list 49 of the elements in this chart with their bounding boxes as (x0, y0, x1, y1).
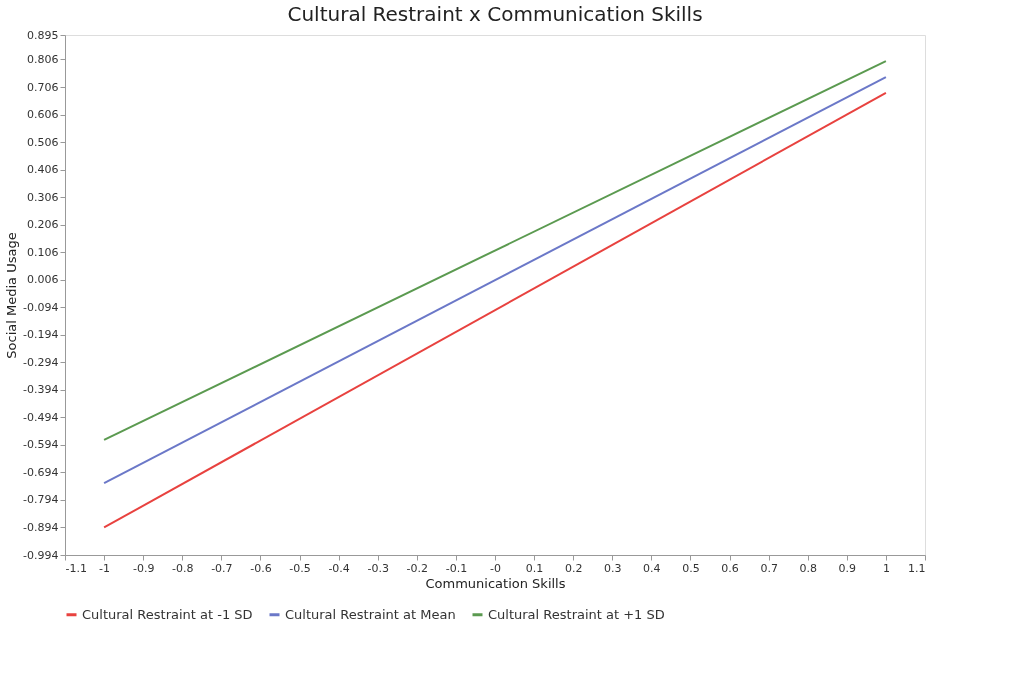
y-tick-label: -0.894 (23, 520, 59, 534)
x-tick-label: -0 (490, 561, 501, 575)
x-tick-label: 0.7 (760, 561, 778, 575)
y-tick-label: 0.106 (27, 245, 59, 259)
x-tick-label: -1.1 (65, 561, 87, 575)
x-tick-label: -0.2 (406, 561, 429, 575)
x-tick-label: -0.7 (211, 561, 233, 575)
x-tick-label: 0.1 (525, 561, 544, 575)
y-tick-label: -0.194 (23, 328, 59, 342)
y-tick-label: -0.494 (23, 410, 59, 424)
x-tick-label: 0.2 (564, 561, 583, 575)
x-tick-label: 0.5 (682, 561, 700, 575)
y-tick-label: 0.306 (27, 190, 59, 204)
x-tick-label: 0.8 (799, 561, 817, 575)
y-tick-label: -0.594 (23, 438, 59, 452)
x-tick-label: -0.9 (132, 561, 155, 575)
y-axis-title: Social Media Usage (4, 232, 20, 359)
x-tick-label: -0.4 (328, 561, 350, 575)
y-tick-label: 0.806 (27, 53, 59, 66)
x-tick-label: 0.9 (838, 561, 857, 575)
x-axis-title: Communication Skills (425, 575, 566, 591)
y-tick-label: 0.006 (27, 273, 59, 287)
x-tick-label: 0.4 (643, 561, 661, 575)
x-tick-label: 0.6 (721, 561, 739, 575)
y-tick-label: -0.394 (23, 383, 59, 397)
y-tick-label: 0.206 (27, 218, 59, 232)
x-tick-label: -1 (99, 561, 111, 575)
y-tick-label: 0.706 (27, 80, 59, 94)
y-tick-label: 0.506 (27, 135, 59, 149)
x-tick-label: -0.3 (367, 561, 389, 575)
y-tick-label: 0.606 (27, 108, 59, 122)
y-tick-label: 0.406 (27, 163, 59, 177)
y-tick-label: 0.895 (27, 28, 59, 42)
y-tick-label: -0.094 (23, 300, 59, 314)
x-tick-label: -0.8 (172, 561, 194, 575)
chart-title: Cultural Restraint x Communication Skills (287, 2, 703, 26)
x-tick-label: 1 (882, 561, 890, 575)
x-tick-label: 0.3 (604, 561, 622, 575)
x-tick-label: -0.1 (445, 561, 468, 575)
y-tick-label: -0.694 (23, 465, 59, 479)
x-tick-label: 1.1 (908, 561, 926, 575)
legend-label: Cultural Restraint at Mean (285, 606, 456, 622)
legend-label: Cultural Restraint at -1 SD (82, 606, 253, 622)
x-tick-label: -0.5 (289, 561, 311, 575)
legend-label: Cultural Restraint at +1 SD (488, 606, 665, 622)
y-tick-label: -0.294 (23, 355, 59, 369)
x-tick-label: -0.6 (250, 561, 272, 575)
y-tick-label: -0.794 (23, 493, 59, 507)
y-tick-label: -0.994 (23, 548, 59, 562)
